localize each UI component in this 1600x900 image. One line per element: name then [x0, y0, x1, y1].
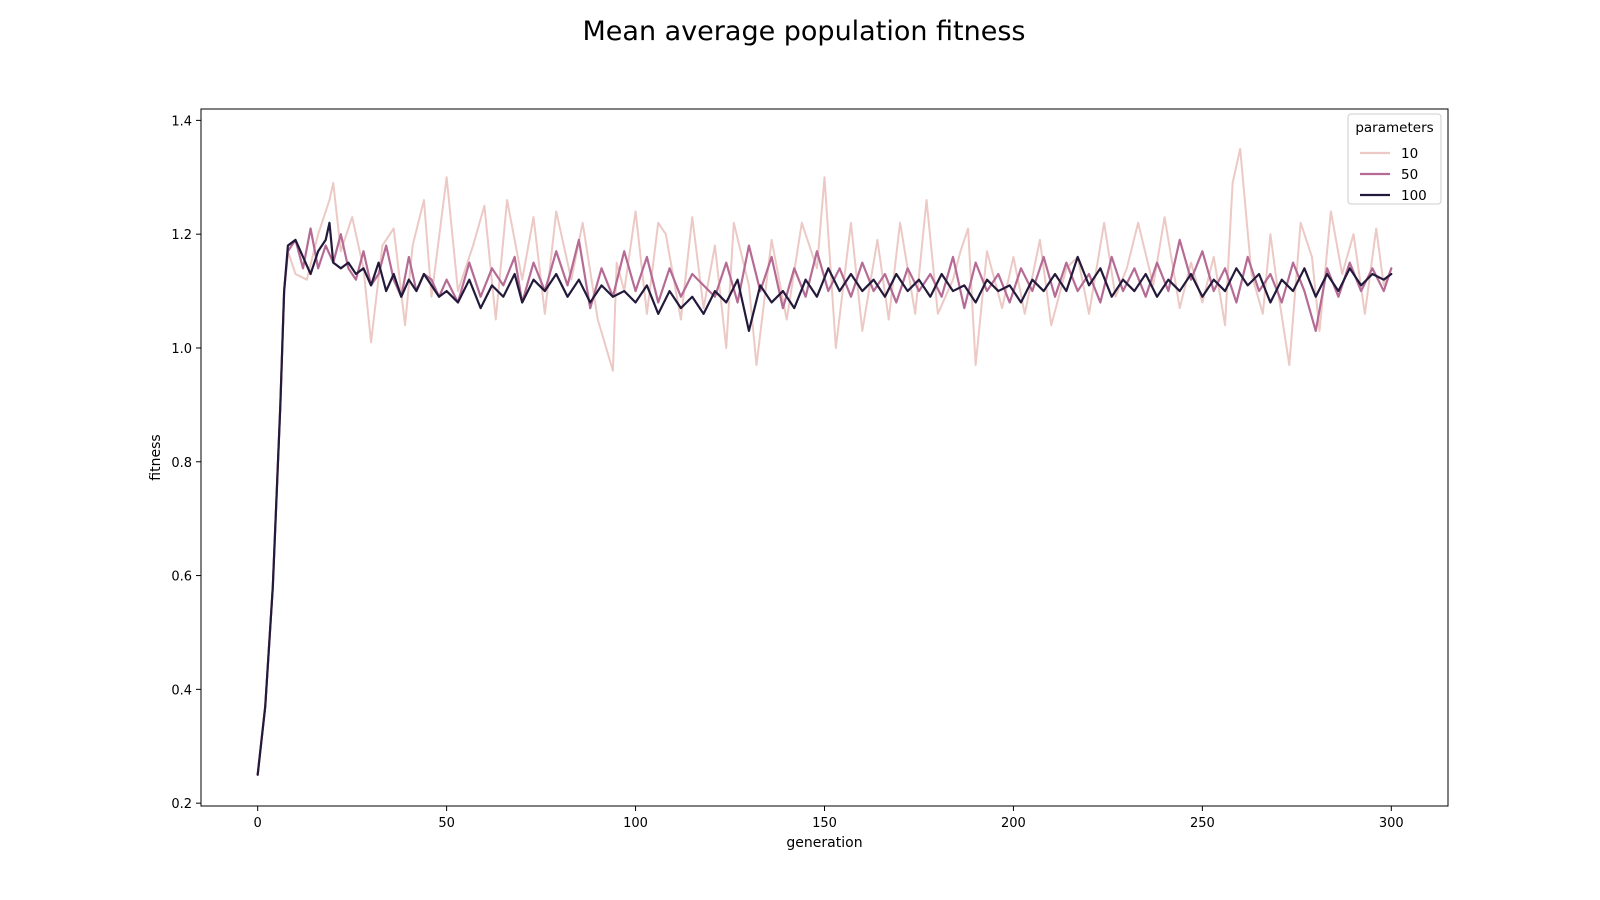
x-tick-label: 250	[1190, 816, 1215, 831]
series-layer	[256, 147, 1393, 776]
legend-label-50: 50	[1401, 167, 1418, 183]
y-tick-label: 0.8	[171, 456, 192, 471]
x-tick-label: 300	[1379, 816, 1404, 831]
x-tick-label: 100	[623, 816, 648, 831]
x-axis-title: generation	[786, 835, 862, 851]
legend-box	[1347, 113, 1442, 205]
legend-label-100: 100	[1401, 188, 1427, 204]
y-tick-label: 0.4	[171, 683, 192, 698]
x-tick-label: 200	[1001, 816, 1026, 831]
legend-title: parameters	[1355, 120, 1433, 136]
y-axis: 0.2 0.4 0.6 0.8 1.0 1.2 1.4	[171, 114, 201, 812]
chart-title: Mean average population fitness	[583, 16, 1026, 47]
series-line-50	[256, 227, 1393, 776]
x-tick-label: 0	[254, 816, 262, 831]
series-line-10	[256, 147, 1393, 776]
x-tick-label: 150	[812, 816, 837, 831]
x-tick-label: 50	[438, 816, 455, 831]
series-line-100	[256, 221, 1393, 776]
plot-area	[201, 109, 1448, 806]
x-axis: 0 50 100 150 200 250 300	[254, 806, 1404, 831]
y-axis-title: fitness	[148, 434, 164, 480]
y-tick-label: 0.6	[171, 570, 192, 585]
y-tick-label: 1.0	[171, 342, 192, 357]
y-tick-label: 1.2	[171, 228, 192, 243]
legend: parameters 10 50 100	[1347, 113, 1442, 205]
y-tick-label: 0.2	[171, 797, 192, 812]
legend-label-10: 10	[1401, 146, 1418, 162]
y-tick-label: 1.4	[171, 114, 192, 129]
